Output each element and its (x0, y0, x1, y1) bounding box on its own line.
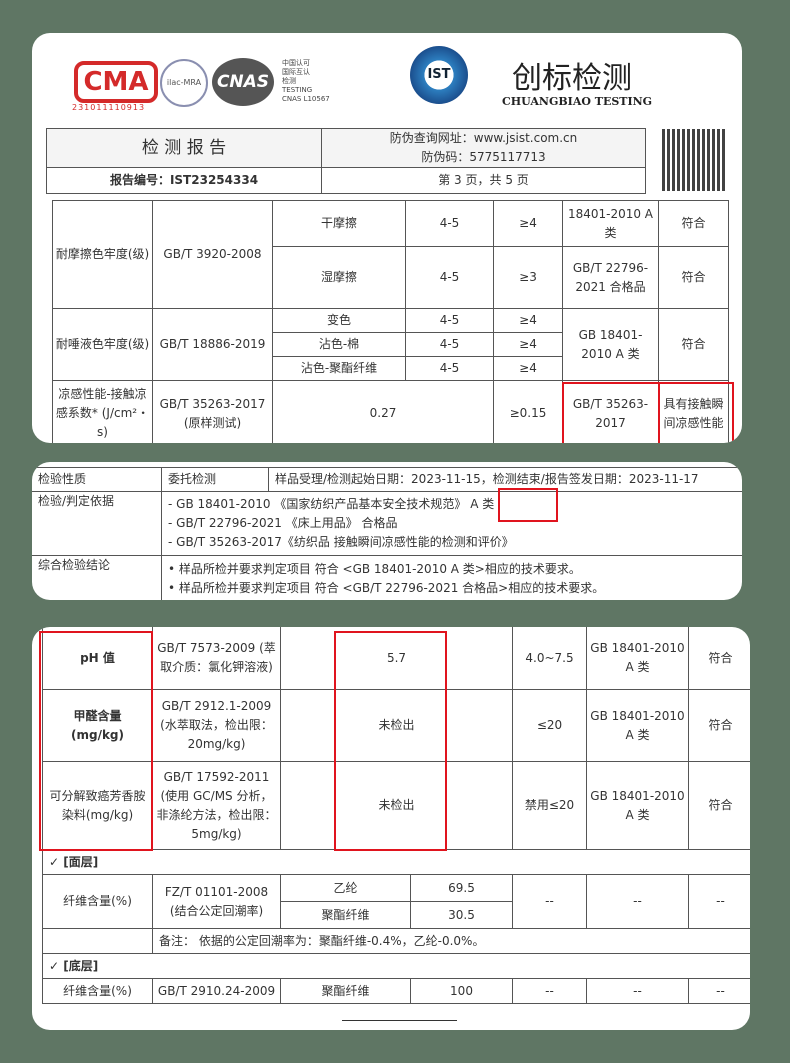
cma-number: 231011110913 (72, 103, 146, 112)
highlight-box (39, 631, 153, 851)
divider (342, 1020, 457, 1021)
table-row: 湿摩擦 4-5 ≥3 GB/T 22796-2021 合格品 符合 (53, 246, 729, 309)
report-header-panel: CMA 231011110913 ilac-MRA CNAS 中国认可 国际互认检… (32, 33, 742, 443)
table-row: 耐唾液色牢度(级) GB/T 18886-2019 变色 4-5 ≥4 GB 18401… (52, 308, 729, 381)
table-row: 耐摩擦色牢度(级) GB/T 3920-2008 干摩擦 4-5 ≥4 18401-20… (52, 200, 729, 309)
highlight-box (562, 382, 660, 443)
brand-name-cn: 创标检测 (512, 61, 632, 96)
ilac-logo: ilac-MRA (160, 59, 208, 107)
anti-fake-url: 防伪查询网址：www.jsist.com.cn (389, 131, 578, 145)
brand-name-en: CHUANGBIAO TESTING (502, 95, 653, 108)
qr-code (662, 129, 726, 191)
report-number: 报告编号：IST23254334 (46, 167, 322, 194)
cnas-logo: CNAS (212, 58, 274, 106)
cma-logo: CMA (74, 61, 158, 103)
table-row: 凉感性能-接触凉感系数* (J/cm²・s) GB/T 35263-2017 (原… (52, 380, 729, 443)
report-info-table: 检 测 报 告 防伪查询网址：www.jsist.com.cn 防伪码：57751… (46, 128, 646, 194)
a-class: A 类 (470, 497, 495, 511)
highlight-box (498, 488, 558, 522)
report-title: 检 测 报 告 (46, 128, 322, 168)
chemical-test-panel: pH 值 GB/T 7573-2009 (萃取介质：氯化钾溶液) 5.7 4.0~7.… (32, 627, 750, 1030)
page-indicator: 第 3 页，共 5 页 (321, 167, 646, 194)
summary-table: 检验性质 委托检测 样品受理/检测起始日期：2023-11-15，检测结束/报告签发… (32, 467, 742, 600)
ist-logo: IST (410, 46, 468, 104)
highlight-box (658, 382, 734, 443)
cnas-text: 中国认可 国际互认 检测 TESTING CNAS L10567 (282, 59, 330, 103)
anti-fake-code: 防伪码：5775117713 (421, 150, 546, 164)
color-fastness-table: 耐摩擦色牢度(级) GB/T 3920-2008 干摩擦 4-5 ≥4 18401-20… (52, 200, 729, 443)
inspection-summary-panel: 检验性质 委托检测 样品受理/检测起始日期：2023-11-15，检测结束/报告签发… (32, 462, 742, 600)
chemical-table: pH 值 GB/T 7573-2009 (萃取介质：氯化钾溶液) 5.7 4.0~7.… (42, 627, 750, 1004)
highlight-box (334, 631, 447, 851)
